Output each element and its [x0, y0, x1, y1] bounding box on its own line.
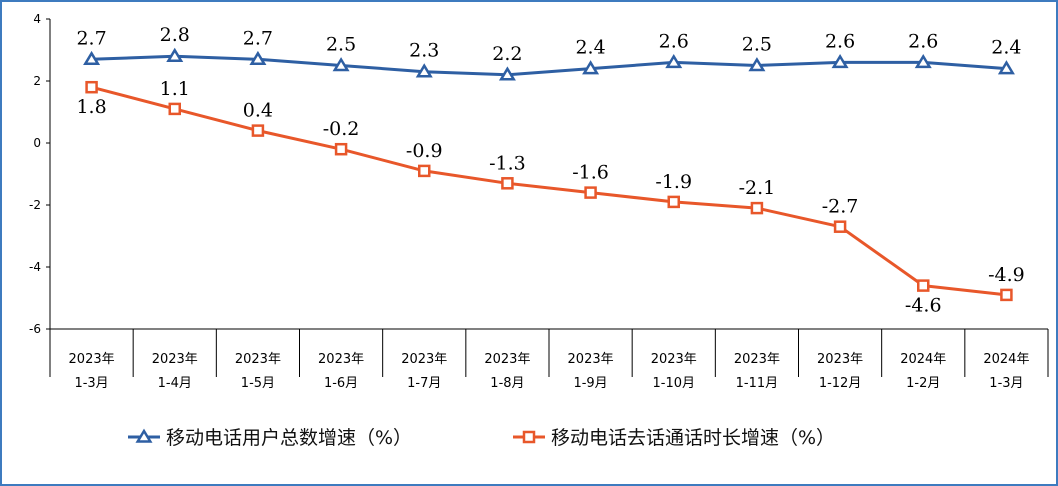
series-1-point — [415, 63, 433, 78]
y-tick-label: -6 — [29, 322, 41, 336]
x-tick-label-period: 1-12月 — [819, 376, 862, 391]
series-2-data-label: -0.9 — [406, 140, 443, 162]
series-2-point — [168, 102, 181, 116]
series-1-data-label: 2.7 — [243, 27, 273, 49]
x-tick-label-year: 2023年 — [235, 352, 281, 367]
series-2-data-label: -1.3 — [489, 152, 526, 174]
series-1-point — [831, 53, 849, 69]
series-2-data-label: -4.6 — [905, 295, 942, 317]
series-2-point — [584, 186, 597, 199]
series-1-data-label: 2.5 — [326, 34, 356, 56]
legend-square-icon — [522, 430, 536, 444]
y-tick-label: 4 — [33, 12, 41, 26]
series-2-point — [833, 220, 847, 233]
series-1-data-label: 2.2 — [492, 43, 522, 65]
series-2-data-label: 0.4 — [243, 100, 273, 122]
series-1-point — [332, 57, 350, 72]
x-tick-label-year: 2023年 — [401, 352, 447, 367]
series-1-point — [498, 66, 516, 81]
series-2-point — [501, 177, 514, 190]
series-1-data-label: 2.3 — [409, 40, 439, 62]
series-2-data-label: -2.7 — [822, 196, 859, 218]
series-2-data-label: -2.1 — [739, 177, 776, 199]
series-2-data-label: 1.1 — [160, 78, 190, 100]
series-1-point — [914, 53, 932, 69]
x-tick-label-period: 1-2月 — [906, 376, 940, 391]
y-tick-label: -4 — [29, 260, 41, 274]
series-2-point — [667, 195, 680, 209]
series-2-data-label: -1.9 — [655, 171, 692, 193]
series-2-point — [418, 164, 431, 178]
x-tick-label-period: 1-3月 — [74, 376, 108, 391]
legend-label-2: 移动电话去话通话时长增速（%） — [551, 427, 835, 449]
x-tick-label-year: 2023年 — [318, 352, 364, 367]
x-tick-label-year: 2023年 — [651, 352, 697, 367]
series-2-point — [750, 201, 764, 215]
y-tick-label: -2 — [29, 198, 41, 212]
x-tick-label-period: 1-3月 — [989, 376, 1023, 391]
x-tick-label-period: 1-5月 — [241, 376, 275, 391]
x-tick-label-year: 2023年 — [734, 352, 780, 367]
series-1-point — [582, 60, 600, 75]
x-tick-label-year: 2024年 — [983, 352, 1029, 367]
x-tick-label-period: 1-10月 — [652, 376, 695, 391]
series-line-2 — [90, 85, 1008, 297]
x-tick-label-period: 1-8月 — [490, 376, 524, 391]
x-tick-label-period: 1-7月 — [407, 376, 441, 391]
series-2-data-label: -4.9 — [988, 264, 1025, 286]
series-1-point — [748, 57, 766, 72]
series-1-point — [997, 60, 1015, 75]
series-1-data-label: 2.4 — [575, 37, 605, 59]
series-1-data-label: 2.5 — [742, 34, 772, 56]
x-tick-label-period: 1-4月 — [158, 376, 192, 391]
series-1-data-label: 2.8 — [160, 24, 190, 46]
x-tick-label-period: 1-11月 — [736, 376, 779, 391]
series-2-data-label: 1.8 — [76, 96, 106, 118]
series-2-point — [334, 142, 348, 156]
legend-label-1: 移动电话用户总数增速（%） — [166, 427, 412, 449]
series-2-point — [917, 279, 930, 292]
x-tick-label-year: 2024年 — [900, 352, 946, 367]
series-1-point — [83, 50, 101, 66]
x-tick-label-year: 2023年 — [817, 352, 863, 367]
x-tick-label-year: 2023年 — [152, 352, 198, 367]
series-1-point — [166, 47, 184, 62]
y-tick-label: 0 — [33, 136, 41, 150]
x-tick-label-period: 1-6月 — [324, 376, 358, 391]
series-1-data-label: 2.4 — [991, 37, 1021, 59]
legend-triangle-icon — [135, 428, 153, 443]
series-2-point — [85, 80, 98, 94]
x-tick-label-period: 1-9月 — [573, 376, 607, 391]
series-line-1 — [90, 54, 1008, 77]
series-2-data-label: -0.2 — [323, 118, 360, 140]
series-1-point — [249, 50, 267, 66]
y-tick-label: 2 — [33, 74, 41, 88]
series-1-point — [665, 53, 683, 69]
series-2-point — [251, 124, 265, 137]
series-1-data-label: 2.6 — [825, 30, 855, 52]
series-1-data-label: 2.7 — [76, 27, 106, 49]
series-2-point — [1000, 288, 1013, 302]
series-2-data-label: -1.6 — [572, 162, 609, 184]
series-1-data-label: 2.6 — [659, 30, 689, 52]
series-1-data-label: 2.6 — [908, 30, 938, 52]
x-tick-label-year: 2023年 — [484, 352, 530, 367]
x-tick-label-year: 2023年 — [568, 352, 614, 367]
x-tick-label-year: 2023年 — [69, 352, 115, 367]
